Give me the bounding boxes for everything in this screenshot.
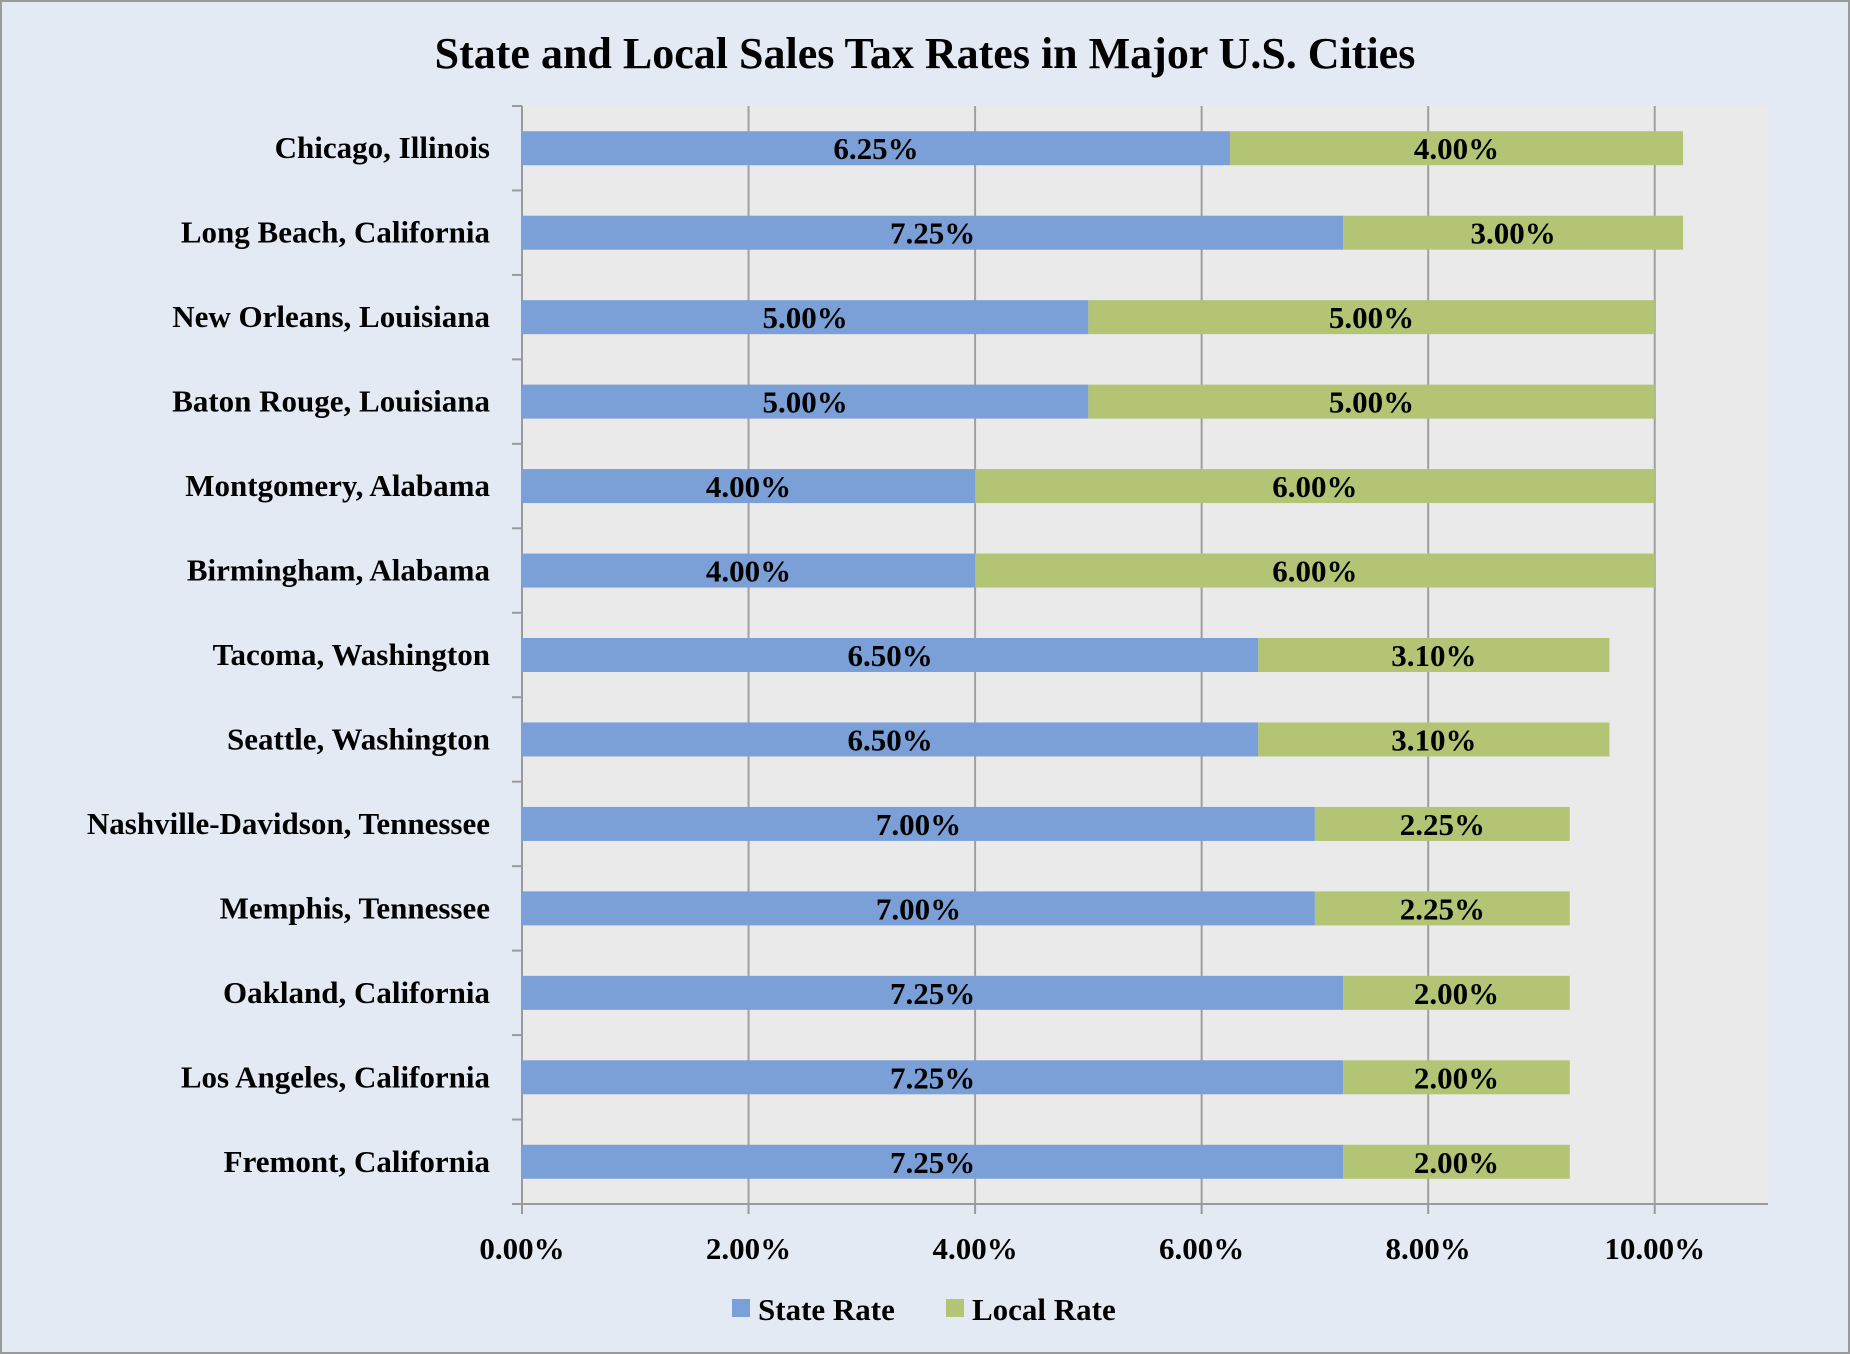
bar-local-rate (1343, 215, 1684, 250)
data-label: 6.50% (848, 722, 933, 757)
x-tick-label: 10.00% (1604, 1231, 1705, 1266)
category-label: Memphis, Tennessee (220, 890, 490, 925)
plot-area: 0.00% 2.00% 4.00% 6.00% 8.00% 10.00% Chicago, … (87, 105, 1768, 1266)
category-label: Tacoma, Washington (213, 637, 490, 672)
bar-local-rate (1314, 806, 1570, 841)
data-label: 7.25% (890, 976, 975, 1011)
data-label: 4.00% (1414, 131, 1499, 166)
category-label: Los Angeles, California (181, 1059, 491, 1094)
bar-local-rate (1343, 1144, 1570, 1179)
x-tick-label: 0.00% (479, 1231, 564, 1266)
category-label: Fremont, California (224, 1144, 491, 1179)
category-label: New Orleans, Louisiana (172, 299, 490, 334)
legend-label: State Rate (758, 1292, 895, 1327)
data-label: 7.25% (890, 1145, 975, 1180)
data-label: 2.00% (1414, 1060, 1499, 1095)
data-label: 5.00% (1329, 385, 1414, 420)
bar-local-rate (1258, 722, 1610, 757)
data-label: 7.25% (890, 216, 975, 251)
data-label: 2.25% (1400, 891, 1485, 926)
bar-state-rate (522, 1060, 1344, 1095)
bar-local-rate (975, 469, 1655, 504)
legend-swatch-local-rate (946, 1299, 964, 1317)
category-label: Birmingham, Alabama (187, 553, 491, 588)
bar-state-rate (522, 469, 976, 504)
bar-local-rate (1258, 638, 1610, 672)
category-label: Baton Rouge, Louisiana (172, 384, 490, 419)
data-label: 5.00% (1329, 300, 1414, 335)
bar-state-rate (522, 215, 1344, 250)
data-label: 2.25% (1400, 807, 1485, 842)
data-label: 7.00% (876, 891, 961, 926)
data-label: 7.25% (890, 1060, 975, 1095)
bar-state-rate (522, 384, 1089, 419)
chart-title: State and Local Sales Tax Rates in Major… (435, 29, 1416, 78)
bar-local-rate (1088, 300, 1655, 335)
data-label: 7.00% (876, 807, 961, 842)
data-label: 6.00% (1272, 469, 1357, 504)
legend-label: Local Rate (972, 1292, 1116, 1327)
x-tick-label: 2.00% (706, 1231, 791, 1266)
data-label: 3.00% (1471, 216, 1556, 251)
category-label: Montgomery, Alabama (185, 468, 490, 503)
bar-state-rate (522, 638, 1259, 672)
bar-state-rate (522, 806, 1315, 841)
category-label: Seattle, Washington (227, 721, 490, 756)
category-label: Oakland, California (223, 975, 490, 1010)
x-tick-label: 4.00% (932, 1231, 1017, 1266)
data-label: 5.00% (763, 385, 848, 420)
legend-swatch-state-rate (732, 1299, 750, 1317)
data-label: 6.25% (833, 131, 918, 166)
bar-local-rate (1343, 975, 1570, 1010)
bar-state-rate (522, 553, 976, 588)
data-label: 3.10% (1391, 722, 1476, 757)
bar-local-rate (1229, 131, 1684, 166)
bar-state-rate (522, 131, 1230, 166)
x-tick-label: 8.00% (1386, 1231, 1471, 1266)
bar-local-rate (1314, 891, 1570, 926)
bar-local-rate (1088, 384, 1655, 419)
bar-state-rate (522, 300, 1089, 335)
data-label: 2.00% (1414, 1145, 1499, 1180)
data-label: 3.10% (1391, 638, 1476, 673)
legend: State Rate Local Rate (732, 1292, 1116, 1327)
bar-state-rate (522, 975, 1344, 1010)
x-tick-label: 6.00% (1159, 1231, 1244, 1266)
data-label: 2.00% (1414, 976, 1499, 1011)
category-label: Chicago, Illinois (275, 130, 490, 165)
bar-state-rate (522, 891, 1315, 926)
data-label: 4.00% (706, 554, 791, 589)
data-label: 5.00% (763, 300, 848, 335)
bar-local-rate (975, 553, 1655, 588)
category-label: Nashville-Davidson, Tennessee (87, 806, 490, 841)
bar-state-rate (522, 722, 1259, 757)
data-label: 6.00% (1272, 554, 1357, 589)
bar-state-rate (522, 1144, 1344, 1179)
data-label: 6.50% (848, 638, 933, 673)
data-label: 4.00% (706, 469, 791, 504)
bar-local-rate (1343, 1060, 1570, 1095)
category-label: Long Beach, California (181, 215, 491, 250)
